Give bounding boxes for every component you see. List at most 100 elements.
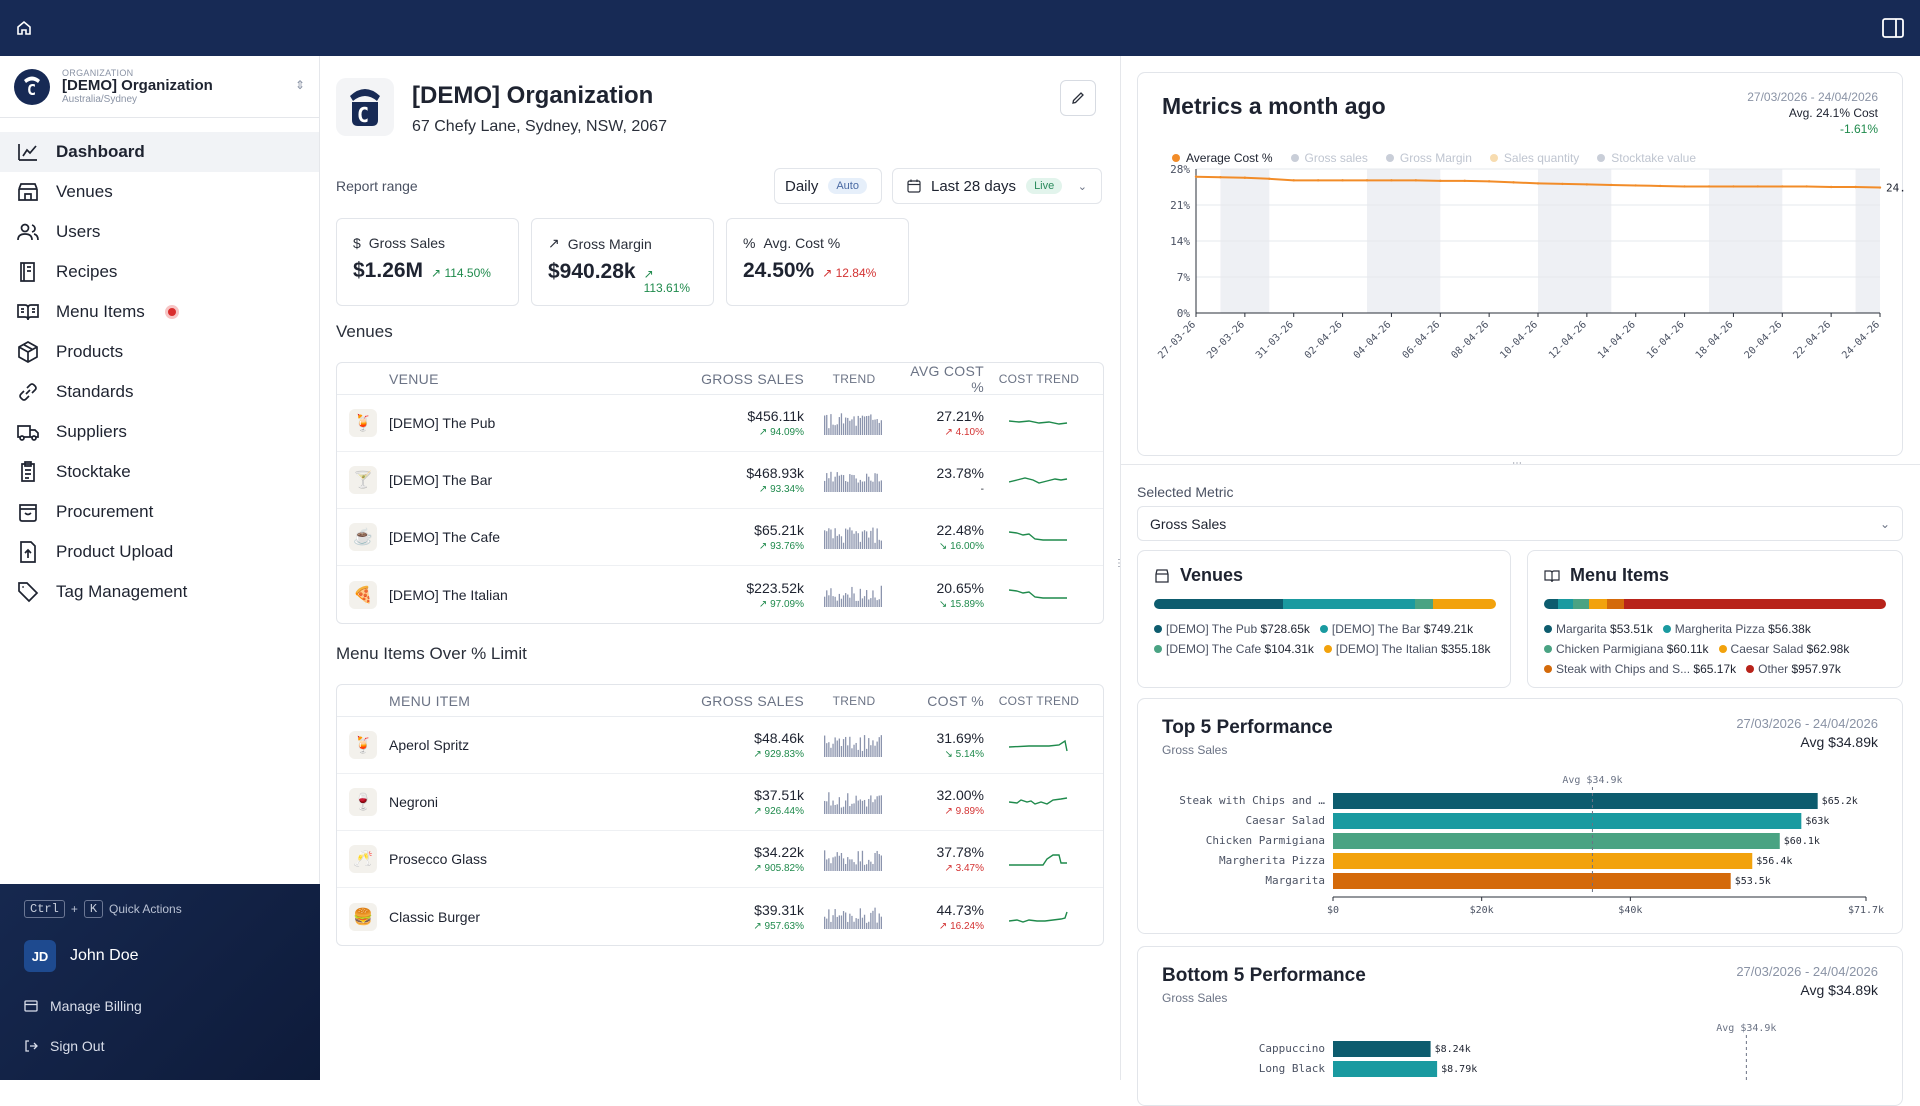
stack-segment-chicken-parmigiana[interactable]	[1573, 599, 1590, 609]
legend-item-average-cost[interactable]: Average Cost %	[1172, 151, 1273, 165]
metrics-title: Metrics a month ago	[1162, 93, 1386, 119]
menu-items-icon	[17, 304, 39, 321]
legend-item-stocktake-value[interactable]: Stocktake value	[1597, 151, 1696, 165]
sidebar-item-venues[interactable]: Venues	[0, 172, 319, 212]
sidebar-item-tag-management[interactable]: Tag Management	[0, 572, 319, 612]
quick-actions[interactable]: Ctrl + K Quick Actions	[24, 900, 296, 918]
menu-breakdown-legend: Margarita $53.51k Margherita Pizza $56.38…	[1544, 619, 1894, 679]
sidebar-item-standards[interactable]: Standards	[0, 372, 319, 412]
venues-stacked-bar	[1154, 599, 1496, 609]
column-header[interactable]: MENU ITEM	[389, 692, 471, 709]
sidebar-item-products[interactable]: Products	[0, 332, 319, 372]
bar-chicken-parmigiana[interactable]	[1333, 833, 1780, 849]
sign-out-link[interactable]: Sign Out	[24, 1038, 296, 1054]
series-point	[1683, 185, 1686, 188]
bar-label: Cappuccino	[1259, 1042, 1325, 1055]
date-range-select[interactable]: Last 28 days Live ⌄	[892, 168, 1102, 204]
bar-label: Caesar Salad	[1246, 814, 1325, 827]
sidebar-item-suppliers[interactable]: Suppliers	[0, 412, 319, 452]
menu-item-row[interactable]: 🍷 Negroni $37.51k ↗ 926.44% 32.00% ↗ 9.89%	[337, 774, 1103, 831]
cost-trend-sparkline	[1009, 739, 1068, 752]
series-point	[1610, 183, 1613, 187]
column-header[interactable]: VENUE	[389, 370, 439, 387]
calendar-icon	[907, 179, 921, 193]
granularity-select[interactable]: Daily Auto	[774, 168, 882, 204]
org-name: [DEMO] Organization	[62, 77, 213, 94]
breakdown-legend-item: Other $957.97k	[1746, 659, 1841, 679]
stack-segment-steak-with-chips-and-s[interactable]	[1606, 599, 1625, 609]
top5-summary: 27/03/2026 - 24/04/2026 Avg $34.89k	[1736, 715, 1878, 751]
sidebar-item-users[interactable]: Users	[0, 212, 319, 252]
sidebar-item-stocktake[interactable]: Stocktake	[0, 452, 319, 492]
column-header: COST TREND	[998, 371, 1080, 386]
selected-metric-select[interactable]: Gross Sales ⌄	[1137, 506, 1903, 541]
series-point	[1585, 183, 1589, 186]
org-switcher[interactable]: C ORGANIZATION [DEMO] Organization Austr…	[0, 56, 319, 118]
home-icon[interactable]	[16, 20, 32, 36]
venue-row[interactable]: ☕ [DEMO] The Cafe $65.21k ↗ 93.76% 22.48% ↘ 1…	[337, 509, 1103, 566]
legend-item-sales-quantity[interactable]: Sales quantity	[1489, 151, 1579, 165]
column-header[interactable]: AVG COST %	[910, 362, 984, 395]
metrics-summary: 27/03/2026 - 24/04/2026 Avg. 24.1% Cost …	[1747, 89, 1878, 137]
table-header: VENUE GROSS SALES TREND AVG COST % COST TREN…	[337, 363, 1103, 395]
menu-item-row[interactable]: 🥂 Prosecco Glass $34.22k ↗ 905.82% 37.78% ↗ 3…	[337, 831, 1103, 888]
column-header[interactable]: COST %	[927, 692, 984, 709]
venue-row[interactable]: 🍹 [DEMO] The Pub $456.11k ↗ 94.09% 27.21% ↗ 4…	[337, 395, 1103, 452]
drag-handle-horizontal-icon[interactable]: ⋯	[1512, 458, 1522, 469]
venue-row[interactable]: 🍕 [DEMO] The Italian $223.52k ↗ 97.09% 20.65…	[337, 566, 1103, 623]
sidebar-nav: Dashboard Venues Users Recipes Menu Items Pro…	[0, 118, 319, 612]
stack-segment-demo-the-bar[interactable]	[1282, 599, 1415, 609]
x-tick-label: 14-04-26	[1596, 319, 1638, 361]
kpi-value: $1.26M	[353, 259, 424, 282]
menu-item-row[interactable]: 🍹 Aperol Spritz $48.46k ↗ 929.83% 31.69% ↘ 5.…	[337, 717, 1103, 774]
series-point	[1829, 185, 1833, 189]
stack-segment-margarita[interactable]	[1544, 599, 1559, 609]
sales-trend-sparkline	[824, 527, 882, 549]
stack-segment-caesar-salad[interactable]	[1589, 599, 1607, 609]
menu-item-row[interactable]: 🍔 Classic Burger $39.31k ↗ 957.63% 44.73% ↗ 1…	[337, 888, 1103, 945]
column-header[interactable]: GROSS SALES	[701, 370, 804, 387]
manage-billing-link[interactable]: Manage Billing	[24, 998, 296, 1014]
kpi-card-avg-cost: % Avg. Cost % 24.50% ↗ 12.84%	[726, 218, 909, 306]
edit-button[interactable]	[1060, 80, 1096, 116]
stack-segment-demo-the-pub[interactable]	[1154, 599, 1283, 609]
sidebar-item-menu-items[interactable]: Menu Items	[0, 292, 319, 332]
panel-divider[interactable]	[1120, 56, 1121, 1080]
stack-segment-demo-the-cafe[interactable]	[1414, 599, 1434, 609]
stack-segment-demo-the-italian[interactable]	[1433, 599, 1496, 609]
stack-segment-margherita-pizza[interactable]	[1558, 599, 1574, 609]
venue-row[interactable]: 🍸 [DEMO] The Bar $468.93k ↗ 93.34% 23.78% -	[337, 452, 1103, 509]
sidebar-item-dashboard[interactable]: Dashboard	[0, 132, 319, 172]
bar-cappuccino[interactable]	[1333, 1041, 1431, 1057]
auto-badge: Auto	[828, 178, 867, 194]
column-header[interactable]: GROSS SALES	[701, 692, 804, 709]
sidebar-item-recipes[interactable]: Recipes	[0, 252, 319, 292]
legend-item-gross-sales[interactable]: Gross sales	[1290, 151, 1368, 165]
bar-steak-with-chips-and[interactable]	[1333, 793, 1818, 809]
bar-margherita-pizza[interactable]	[1333, 853, 1753, 869]
products-icon	[18, 341, 38, 363]
x-tick-label: 12-04-26	[1547, 319, 1589, 361]
report-range-label: Report range	[336, 178, 418, 194]
horizontal-divider[interactable]	[1121, 464, 1920, 465]
menu-section-title: Menu Items Over % Limit	[336, 644, 527, 663]
sidebar-item-label: Product Upload	[56, 542, 174, 561]
row-sales-change: ↗ 93.34%	[758, 484, 804, 495]
legend-item-gross-margin[interactable]: Gross Margin	[1385, 151, 1472, 165]
sidebar-toggle-icon[interactable]	[1882, 18, 1904, 38]
bar-long-black[interactable]	[1333, 1061, 1438, 1077]
sales-trend-sparkline	[824, 907, 882, 929]
row-sales-change: ↗ 957.63%	[753, 920, 804, 932]
bar-margarita[interactable]	[1333, 873, 1731, 889]
bar-caesar-salad[interactable]	[1333, 813, 1802, 829]
sidebar-item-product-upload[interactable]: Product Upload	[0, 532, 319, 572]
trend-up-icon: ↗	[548, 235, 560, 251]
legend-dot	[1290, 154, 1299, 162]
bar-value-label: $53.5k	[1735, 876, 1771, 887]
user-profile[interactable]: JD John Doe	[24, 940, 296, 972]
stack-segment-other[interactable]	[1624, 599, 1886, 609]
row-sales-change: ↗ 926.44%	[753, 806, 804, 817]
row-sales: $37.51k	[754, 787, 804, 803]
kpi-value: 24.50%	[743, 259, 815, 282]
sidebar-item-procurement[interactable]: Procurement	[0, 492, 319, 532]
